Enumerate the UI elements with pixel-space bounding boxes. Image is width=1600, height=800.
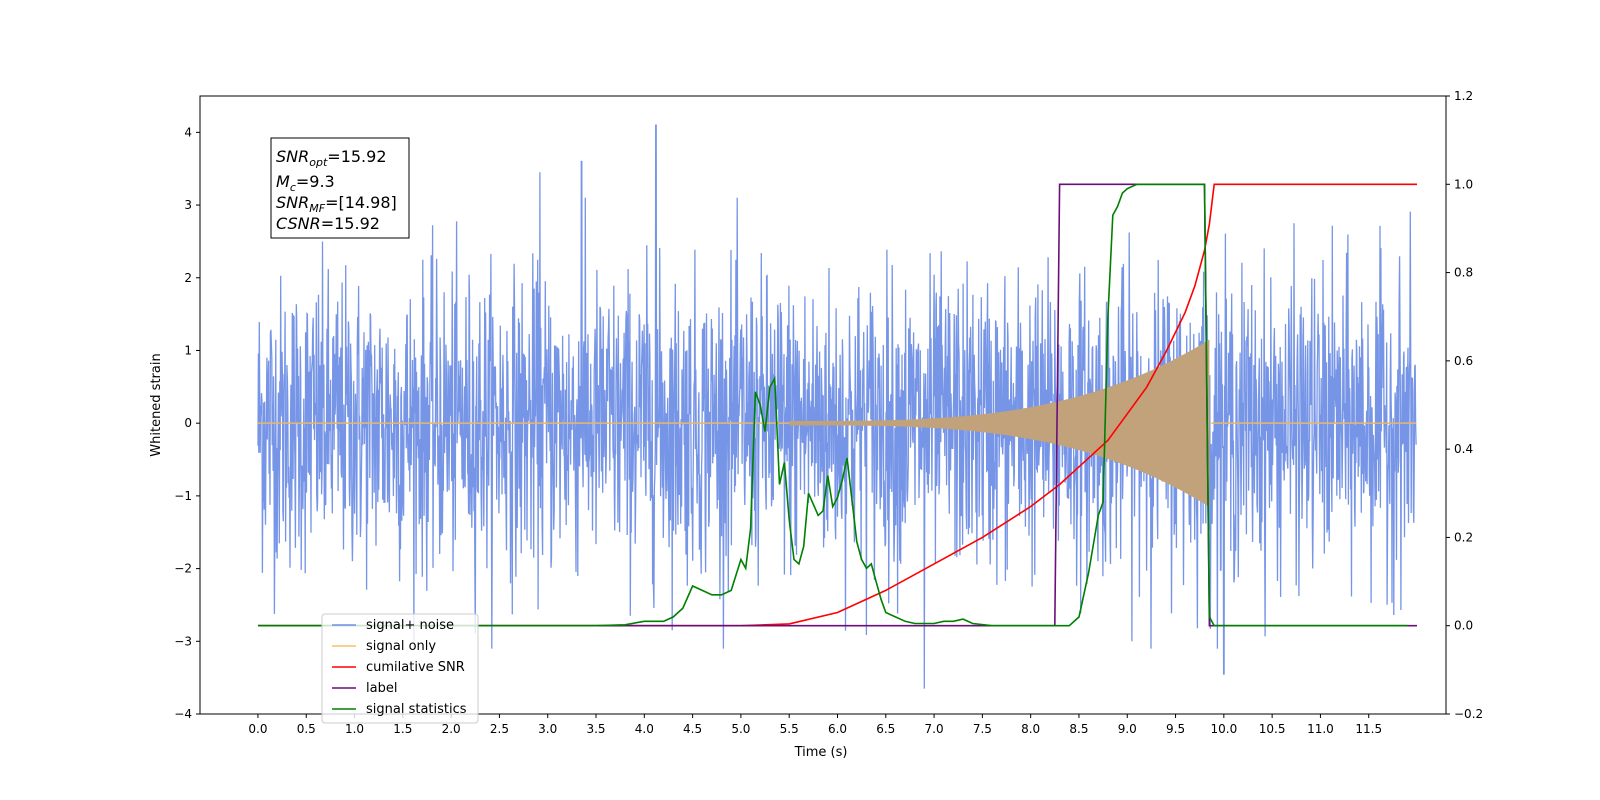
annotation-line: SNRMF=[14.98] bbox=[276, 193, 397, 215]
y-axis-ticks: 4 3 2 1 0 −1 −2 −3 −4 bbox=[174, 125, 200, 721]
y2-tick-label: −0.2 bbox=[1454, 707, 1483, 721]
x-tick-label: 9.5 bbox=[1166, 722, 1185, 736]
y2-tick-label: 0.6 bbox=[1454, 354, 1473, 368]
y2-tick-label: 1.2 bbox=[1454, 89, 1473, 103]
legend-label: cumilative SNR bbox=[366, 660, 465, 675]
y-tick-label: −4 bbox=[174, 707, 192, 721]
x-axis-ticks: 0.0 0.5 1.0 1.5 2.0 2.5 3.0 3.5 4.0 4.5 5.0 5.5 6.0 6… bbox=[248, 714, 1382, 736]
legend-label: signal only bbox=[366, 639, 436, 654]
y-tick-label: 4 bbox=[184, 125, 192, 139]
x-tick-label: 7.5 bbox=[973, 722, 992, 736]
x-tick-label: 4.5 bbox=[683, 722, 702, 736]
series-signal-only-envelope bbox=[789, 339, 1210, 507]
y-tick-label: 2 bbox=[184, 271, 192, 285]
x-tick-label: 2.5 bbox=[490, 722, 509, 736]
annotation-line: Mc=9.3 bbox=[276, 172, 335, 194]
y2-tick-label: 0.0 bbox=[1454, 619, 1473, 633]
x-tick-label: 0.0 bbox=[248, 722, 267, 736]
x-axis-label: Time (s) bbox=[794, 745, 848, 760]
x-tick-label: 2.0 bbox=[442, 722, 461, 736]
legend-label: label bbox=[366, 681, 397, 696]
x-tick-label: 5.0 bbox=[731, 722, 750, 736]
x-tick-label: 0.5 bbox=[297, 722, 316, 736]
x-tick-label: 11.0 bbox=[1307, 722, 1334, 736]
y-axis-label: Whitened strain bbox=[149, 353, 164, 456]
y2-tick-label: 0.2 bbox=[1454, 530, 1473, 544]
x-tick-label: 1.0 bbox=[345, 722, 364, 736]
plot-frame bbox=[199, 95, 1447, 715]
legend-label: signal statistics bbox=[366, 702, 467, 717]
y2-axis-ticks: 1.2 1.0 0.8 0.6 0.4 0.2 0.0 −0.2 bbox=[1446, 89, 1483, 721]
x-tick-label: 10.0 bbox=[1210, 722, 1237, 736]
x-tick-label: 6.0 bbox=[828, 722, 847, 736]
y-tick-label: 3 bbox=[184, 198, 192, 212]
x-tick-label: 8.5 bbox=[1069, 722, 1088, 736]
x-tick-label: 9.0 bbox=[1118, 722, 1137, 736]
y-tick-label: −1 bbox=[174, 489, 192, 503]
legend-label: signal+ noise bbox=[366, 618, 454, 633]
x-tick-label: 3.0 bbox=[538, 722, 557, 736]
x-tick-label: 5.5 bbox=[780, 722, 799, 736]
y-tick-label: 1 bbox=[184, 343, 192, 357]
annotation-line: SNRopt=15.92 bbox=[276, 147, 387, 169]
x-tick-label: 8.0 bbox=[1021, 722, 1040, 736]
series-signal-statistics-line bbox=[258, 183, 1408, 627]
x-tick-label: 1.5 bbox=[393, 722, 412, 736]
x-tick-label: 10.5 bbox=[1259, 722, 1286, 736]
y2-tick-label: 1.0 bbox=[1454, 177, 1473, 191]
y-tick-label: 0 bbox=[184, 416, 192, 430]
y-tick-label: −2 bbox=[174, 562, 192, 576]
series-cumilative-snr-line bbox=[258, 183, 1417, 627]
x-tick-label: 6.5 bbox=[876, 722, 895, 736]
legend: signal+ noise signal only cumilative SNR la… bbox=[321, 613, 479, 724]
x-tick-label: 11.5 bbox=[1355, 722, 1382, 736]
x-tick-label: 7.0 bbox=[925, 722, 944, 736]
x-tick-label: 4.0 bbox=[635, 722, 654, 736]
annotation-box: SNRopt=15.92 Mc=9.3 SNRMF=[14.98] CSNR=1… bbox=[270, 137, 410, 239]
y-tick-label: −3 bbox=[174, 634, 192, 648]
annotation-line: CSNR=15.92 bbox=[276, 214, 380, 233]
series-signal-plus-noise-line bbox=[257, 124, 1417, 689]
y2-tick-label: 0.4 bbox=[1454, 442, 1473, 456]
x-tick-label: 3.5 bbox=[586, 722, 605, 736]
y2-tick-label: 0.8 bbox=[1454, 266, 1473, 280]
